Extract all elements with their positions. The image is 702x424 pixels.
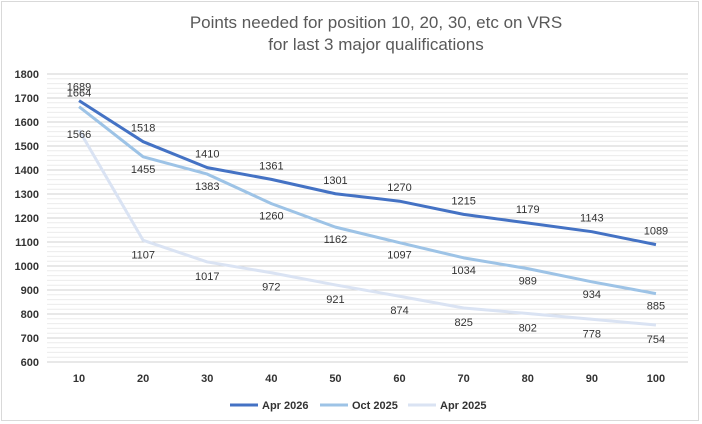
chart-title-line: for last 3 major qualifications	[268, 35, 483, 54]
data-label: 1162	[324, 234, 348, 246]
data-label: 1410	[195, 149, 219, 161]
x-tick-label: 40	[265, 373, 277, 385]
legend-item: Apr 2026	[230, 400, 308, 412]
legend-item: Apr 2025	[408, 400, 486, 412]
y-tick-label: 600	[21, 357, 39, 369]
y-tick-label: 1000	[15, 261, 39, 273]
y-tick-label: 1200	[15, 213, 39, 225]
x-tick-label: 10	[73, 373, 85, 385]
x-tick-label: 60	[393, 373, 405, 385]
data-label: 1215	[451, 195, 475, 207]
data-label: 921	[326, 294, 344, 306]
legend-label: Oct 2025	[352, 400, 398, 412]
data-label: 1179	[516, 204, 540, 216]
data-label: 885	[647, 301, 665, 313]
data-label: 1107	[131, 249, 155, 261]
data-label: 1566	[67, 129, 91, 141]
data-label: 1097	[387, 250, 411, 262]
series-line-apr-2026	[78, 99, 657, 247]
x-tick-label: 90	[586, 373, 598, 385]
data-label: 1260	[259, 211, 283, 223]
data-label: 1455	[131, 164, 155, 176]
series-line-oct-2025	[78, 105, 657, 296]
y-tick-label: 1700	[15, 93, 39, 105]
y-tick-label: 800	[21, 309, 39, 321]
data-label: 1143	[580, 213, 604, 225]
y-tick-label: 1300	[15, 189, 39, 201]
data-label: 825	[454, 317, 472, 329]
y-tick-label: 1400	[15, 165, 39, 177]
x-tick-label: 80	[522, 373, 534, 385]
series-line-apr-2025	[77, 129, 657, 327]
x-tick-label: 20	[137, 373, 149, 385]
data-label: 972	[262, 282, 280, 294]
data-label: 778	[583, 328, 601, 340]
y-tick-label: 1100	[15, 237, 39, 249]
data-label: 989	[519, 276, 537, 288]
grid	[47, 73, 688, 363]
axes: 600 700 800 900 1000 1100 1200 1300 1400 1500 1600…	[15, 69, 666, 385]
legend-label: Apr 2025	[440, 400, 486, 412]
data-label: 1017	[195, 271, 219, 283]
data-label: 1689	[67, 82, 91, 94]
legend-item: Oct 2025	[320, 400, 398, 412]
data-label: 874	[390, 305, 408, 317]
data-label: 1664	[67, 88, 91, 100]
legend-label: Apr 2026	[262, 400, 308, 412]
data-label: 1270	[387, 182, 411, 194]
data-label: 754	[647, 334, 665, 346]
chart-title: Points needed for position 10, 20, 30, e…	[190, 13, 562, 54]
x-tick-label: 100	[647, 373, 665, 385]
x-tick-label: 30	[201, 373, 213, 385]
legend: Apr 2026 Oct 2025 Apr 2025	[230, 400, 486, 412]
x-tick-label: 70	[458, 373, 470, 385]
y-tick-label: 1800	[15, 69, 39, 81]
data-label: 1034	[451, 265, 475, 277]
series-lines	[77, 99, 657, 327]
data-label: 1383	[195, 181, 219, 193]
y-tick-label: 1500	[15, 141, 39, 153]
y-tick-label: 900	[21, 285, 39, 297]
y-tick-label: 1600	[15, 117, 39, 129]
data-label: 1301	[323, 175, 347, 187]
data-label: 1361	[259, 160, 283, 172]
data-labels: 1689 1518 1410 1361 1301 1270 1215 1179 1143 1089…	[67, 82, 668, 346]
x-tick-label: 50	[329, 373, 341, 385]
y-tick-label: 700	[21, 333, 39, 345]
data-label: 802	[519, 323, 537, 335]
data-label: 1518	[131, 123, 155, 135]
chart-title-line: Points needed for position 10, 20, 30, e…	[190, 13, 562, 32]
data-label: 934	[583, 289, 601, 301]
data-label: 1089	[644, 226, 668, 238]
